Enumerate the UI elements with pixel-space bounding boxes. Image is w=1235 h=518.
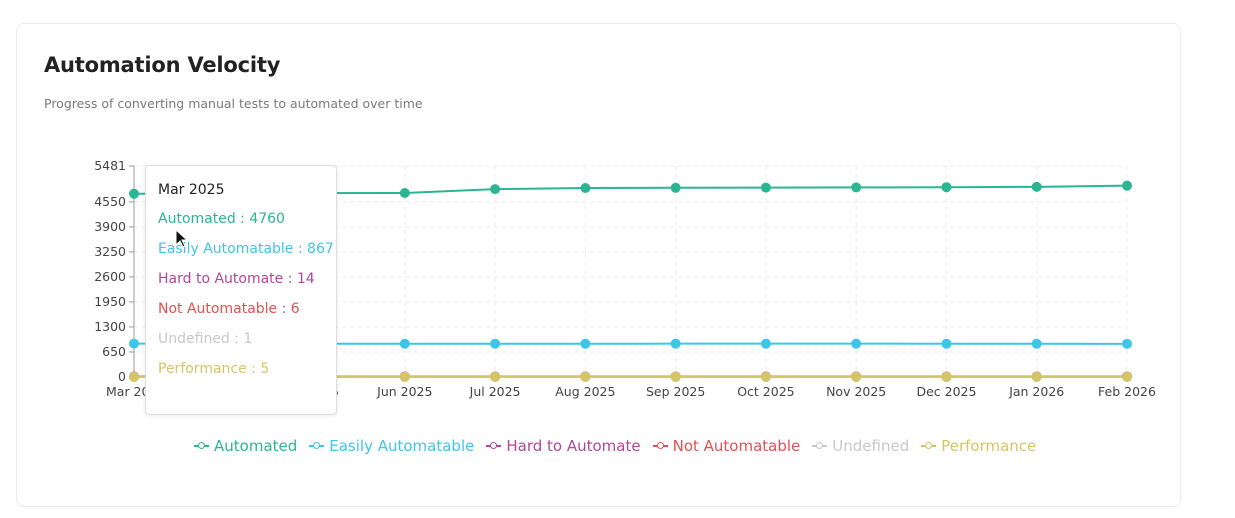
data-point[interactable] <box>490 338 501 349</box>
data-point[interactable] <box>851 338 862 349</box>
x-tick-label: Aug 2025 <box>555 384 615 399</box>
tooltip-row: Performance : 5 <box>158 361 270 377</box>
data-point[interactable] <box>129 338 139 349</box>
legend-marker-icon <box>309 441 325 451</box>
legend-label: Performance <box>941 437 1037 455</box>
data-point[interactable] <box>1122 180 1132 191</box>
x-tick-label: Mar 20 <box>106 384 150 399</box>
data-point[interactable] <box>580 182 591 193</box>
y-tick-label: 1300 <box>94 319 126 334</box>
data-point[interactable] <box>760 338 771 349</box>
legend-label: Easily Automatable <box>329 437 475 455</box>
hover-tooltip: Mar 2025 Automated : 4760 Easily Automata… <box>145 165 337 415</box>
grid-layer <box>133 165 1128 378</box>
legend-marker-icon <box>921 441 937 451</box>
tooltip-row: Undefined : 1 <box>158 331 253 347</box>
tooltip-row: Hard to Automate : 14 <box>158 271 315 287</box>
data-point[interactable] <box>941 338 952 349</box>
data-point[interactable] <box>580 338 591 349</box>
data-point[interactable] <box>399 371 410 382</box>
y-tick-label: 0 <box>118 369 126 384</box>
chart-title: Automation Velocity <box>44 53 281 77</box>
data-point[interactable] <box>851 371 862 382</box>
legend-item-not-automatable[interactable]: Not Automatable <box>652 437 801 455</box>
data-point[interactable] <box>1122 371 1132 382</box>
data-point[interactable] <box>490 371 501 382</box>
x-tick-label: Jun 2025 <box>376 384 432 399</box>
legend-label: Automated <box>214 437 298 455</box>
x-tick-label: Jan 2026 <box>1008 384 1064 399</box>
legend-marker-icon <box>812 441 828 451</box>
data-point[interactable] <box>129 371 139 382</box>
y-tick-label: 5481 <box>94 158 126 173</box>
data-point[interactable] <box>760 182 771 193</box>
chart-subtitle: Progress of converting manual tests to a… <box>44 96 423 111</box>
legend-marker-icon <box>194 441 209 451</box>
data-point[interactable] <box>399 187 410 198</box>
tooltip-row: Not Automatable : 6 <box>158 301 300 317</box>
data-point[interactable] <box>129 188 139 199</box>
data-point[interactable] <box>670 182 681 193</box>
legend-label: Hard to Automate <box>506 437 641 455</box>
data-point[interactable] <box>490 184 501 195</box>
y-tick-label: 4550 <box>94 194 126 209</box>
legend-label: Undefined <box>832 437 910 455</box>
x-tick-label: Feb 2026 <box>1098 384 1156 399</box>
legend-item-automated[interactable]: Automated <box>194 437 297 455</box>
legend-label: Not Automatable <box>672 437 801 455</box>
data-point[interactable] <box>851 182 862 193</box>
data-point[interactable] <box>941 371 952 382</box>
x-tick-label: Oct 2025 <box>737 384 794 399</box>
y-tick-label: 2600 <box>94 269 126 284</box>
data-point[interactable] <box>399 338 410 349</box>
data-point[interactable] <box>1031 181 1042 192</box>
tooltip-row: Automated : 4760 <box>158 211 285 227</box>
data-point[interactable] <box>1031 338 1042 349</box>
y-tick-label: 650 <box>102 344 126 359</box>
tooltip-title: Mar 2025 <box>158 182 225 198</box>
data-point[interactable] <box>1031 371 1042 382</box>
x-tick-label: Jul 2025 <box>469 384 521 399</box>
legend-item-performance[interactable]: Performance <box>921 437 1036 455</box>
legend-item-hard-to-automate[interactable]: Hard to Automate <box>486 437 641 455</box>
y-tick-label: 1950 <box>94 294 126 309</box>
legend-item-undefined[interactable]: Undefined <box>812 437 909 455</box>
tooltip-row: Easily Automatable : 867 <box>158 241 334 257</box>
legend-marker-icon <box>652 441 668 451</box>
chart-legend: Automated Easily Automatable Hard to Autom… <box>194 437 1036 455</box>
data-point[interactable] <box>580 371 591 382</box>
x-tick-label: Sep 2025 <box>646 384 705 399</box>
data-point[interactable] <box>941 182 952 193</box>
y-tick-label: 3900 <box>94 219 126 234</box>
data-point[interactable] <box>670 338 681 349</box>
x-tick-label: Nov 2025 <box>826 384 886 399</box>
data-point[interactable] <box>1122 338 1132 349</box>
legend-item-easily-automatable[interactable]: Easily Automatable <box>309 437 474 455</box>
y-tick-label: 3250 <box>94 244 126 259</box>
legend-marker-icon <box>486 441 502 451</box>
data-point[interactable] <box>760 371 771 382</box>
data-point[interactable] <box>670 371 681 382</box>
mouse-cursor-icon <box>175 229 189 248</box>
x-tick-label: Dec 2025 <box>916 384 976 399</box>
